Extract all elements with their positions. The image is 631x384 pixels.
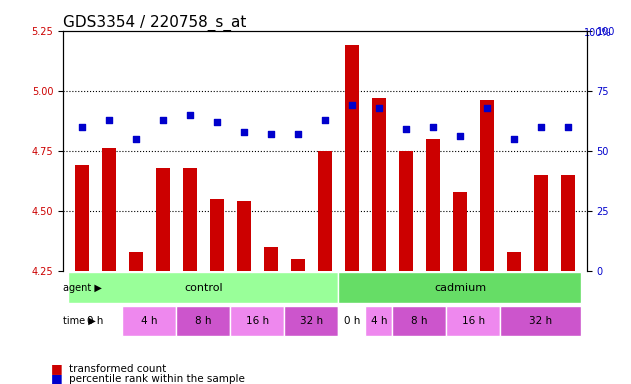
Text: 0 h: 0 h xyxy=(87,316,103,326)
Bar xyxy=(75,165,89,271)
Bar xyxy=(507,252,521,271)
Bar xyxy=(345,45,358,271)
Point xyxy=(77,124,87,130)
Text: agent ▶: agent ▶ xyxy=(63,283,102,293)
Text: 8 h: 8 h xyxy=(195,316,212,326)
Text: cadmium: cadmium xyxy=(434,283,486,293)
FancyBboxPatch shape xyxy=(365,306,392,336)
FancyBboxPatch shape xyxy=(230,306,285,336)
Point xyxy=(509,136,519,142)
Bar xyxy=(237,201,251,271)
Text: percentile rank within the sample: percentile rank within the sample xyxy=(69,374,245,384)
Bar xyxy=(426,139,440,271)
Bar xyxy=(399,151,413,271)
Point xyxy=(266,131,276,137)
Text: 32 h: 32 h xyxy=(529,316,553,326)
Text: 8 h: 8 h xyxy=(411,316,428,326)
Bar xyxy=(292,259,305,271)
Text: 4 h: 4 h xyxy=(141,316,158,326)
FancyBboxPatch shape xyxy=(338,306,365,336)
Bar xyxy=(453,192,467,271)
Point xyxy=(185,112,195,118)
Text: ■: ■ xyxy=(50,372,62,384)
Point xyxy=(131,136,141,142)
Point xyxy=(482,104,492,111)
Bar xyxy=(156,167,170,271)
Bar xyxy=(318,151,332,271)
Point xyxy=(212,119,222,125)
Bar xyxy=(264,247,278,271)
Text: time ▶: time ▶ xyxy=(63,316,96,326)
Text: 16 h: 16 h xyxy=(246,316,269,326)
Point xyxy=(104,116,114,122)
FancyBboxPatch shape xyxy=(69,306,122,336)
FancyBboxPatch shape xyxy=(69,272,338,303)
Text: 4 h: 4 h xyxy=(370,316,387,326)
Bar xyxy=(372,98,386,271)
Point xyxy=(320,116,330,122)
FancyBboxPatch shape xyxy=(392,306,447,336)
Bar xyxy=(210,199,224,271)
FancyBboxPatch shape xyxy=(500,306,581,336)
Point xyxy=(158,116,168,122)
FancyBboxPatch shape xyxy=(122,306,177,336)
Text: transformed count: transformed count xyxy=(69,364,167,374)
FancyBboxPatch shape xyxy=(177,306,230,336)
Point xyxy=(374,104,384,111)
Point xyxy=(401,126,411,132)
Point xyxy=(455,133,465,139)
Point xyxy=(293,131,303,137)
Bar xyxy=(183,167,197,271)
Bar xyxy=(480,100,493,271)
Text: ■: ■ xyxy=(50,362,62,376)
Point xyxy=(239,128,249,135)
Bar xyxy=(561,175,575,271)
Bar xyxy=(534,175,548,271)
FancyBboxPatch shape xyxy=(447,306,500,336)
Y-axis label: 100%: 100% xyxy=(584,28,611,38)
Bar xyxy=(102,148,115,271)
Text: 0 h: 0 h xyxy=(344,316,360,326)
FancyBboxPatch shape xyxy=(285,306,338,336)
Text: control: control xyxy=(184,283,223,293)
Text: 32 h: 32 h xyxy=(300,316,323,326)
Point xyxy=(428,124,438,130)
Bar xyxy=(129,252,143,271)
Point xyxy=(563,124,573,130)
Point xyxy=(536,124,546,130)
FancyBboxPatch shape xyxy=(338,272,581,303)
Point xyxy=(347,102,357,108)
Text: 16 h: 16 h xyxy=(462,316,485,326)
Text: GDS3354 / 220758_s_at: GDS3354 / 220758_s_at xyxy=(63,15,247,31)
